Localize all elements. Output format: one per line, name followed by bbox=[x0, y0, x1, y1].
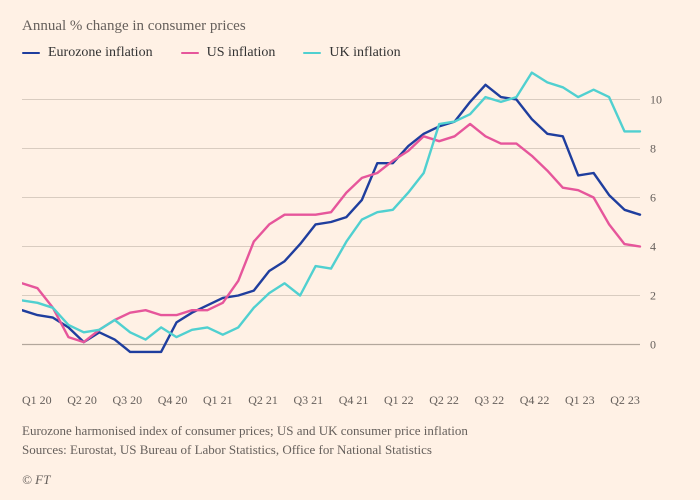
svg-text:2: 2 bbox=[650, 289, 656, 303]
chart-credit: © FT bbox=[22, 472, 678, 488]
x-tick-label: Q2 22 bbox=[429, 393, 459, 408]
legend-swatch bbox=[181, 52, 199, 55]
legend: Eurozone inflation US inflation UK inflati… bbox=[22, 45, 678, 61]
svg-text:0: 0 bbox=[650, 338, 656, 352]
x-tick-label: Q4 22 bbox=[520, 393, 550, 408]
svg-text:8: 8 bbox=[650, 142, 656, 156]
svg-text:6: 6 bbox=[650, 191, 656, 205]
legend-item: US inflation bbox=[181, 45, 276, 61]
svg-text:10: 10 bbox=[650, 93, 662, 107]
line-chart: 0 2 4 6 8 10 bbox=[22, 69, 678, 389]
legend-label: Eurozone inflation bbox=[48, 45, 153, 61]
x-tick-label: Q3 22 bbox=[475, 393, 505, 408]
series-line bbox=[22, 73, 640, 340]
x-tick-label: Q4 21 bbox=[339, 393, 369, 408]
legend-label: UK inflation bbox=[329, 45, 400, 61]
legend-swatch bbox=[22, 52, 40, 55]
x-axis-labels: Q1 20 Q2 20 Q3 20 Q4 20 Q1 21 Q2 21 Q3 21 Q4 21… bbox=[22, 393, 640, 408]
legend-label: US inflation bbox=[207, 45, 276, 61]
legend-item: Eurozone inflation bbox=[22, 45, 153, 61]
chart-footnote: Eurozone harmonised index of consumer pr… bbox=[22, 422, 678, 440]
x-tick-label: Q2 21 bbox=[248, 393, 278, 408]
chart-area: 0 2 4 6 8 10 bbox=[22, 69, 678, 389]
x-tick-label: Q1 23 bbox=[565, 393, 595, 408]
x-tick-label: Q3 21 bbox=[294, 393, 324, 408]
x-tick-label: Q2 23 bbox=[610, 393, 640, 408]
x-tick-label: Q2 20 bbox=[67, 393, 97, 408]
series-line bbox=[22, 85, 640, 352]
x-tick-label: Q1 20 bbox=[22, 393, 52, 408]
legend-item: UK inflation bbox=[303, 45, 400, 61]
svg-text:4: 4 bbox=[650, 240, 656, 254]
x-tick-label: Q1 22 bbox=[384, 393, 414, 408]
legend-swatch bbox=[303, 52, 321, 55]
chart-subtitle: Annual % change in consumer prices bbox=[22, 18, 678, 35]
x-tick-label: Q4 20 bbox=[158, 393, 188, 408]
chart-sources: Sources: Eurostat, US Bureau of Labor St… bbox=[22, 442, 678, 458]
x-tick-label: Q1 21 bbox=[203, 393, 233, 408]
x-tick-label: Q3 20 bbox=[113, 393, 143, 408]
series-line bbox=[22, 124, 640, 342]
